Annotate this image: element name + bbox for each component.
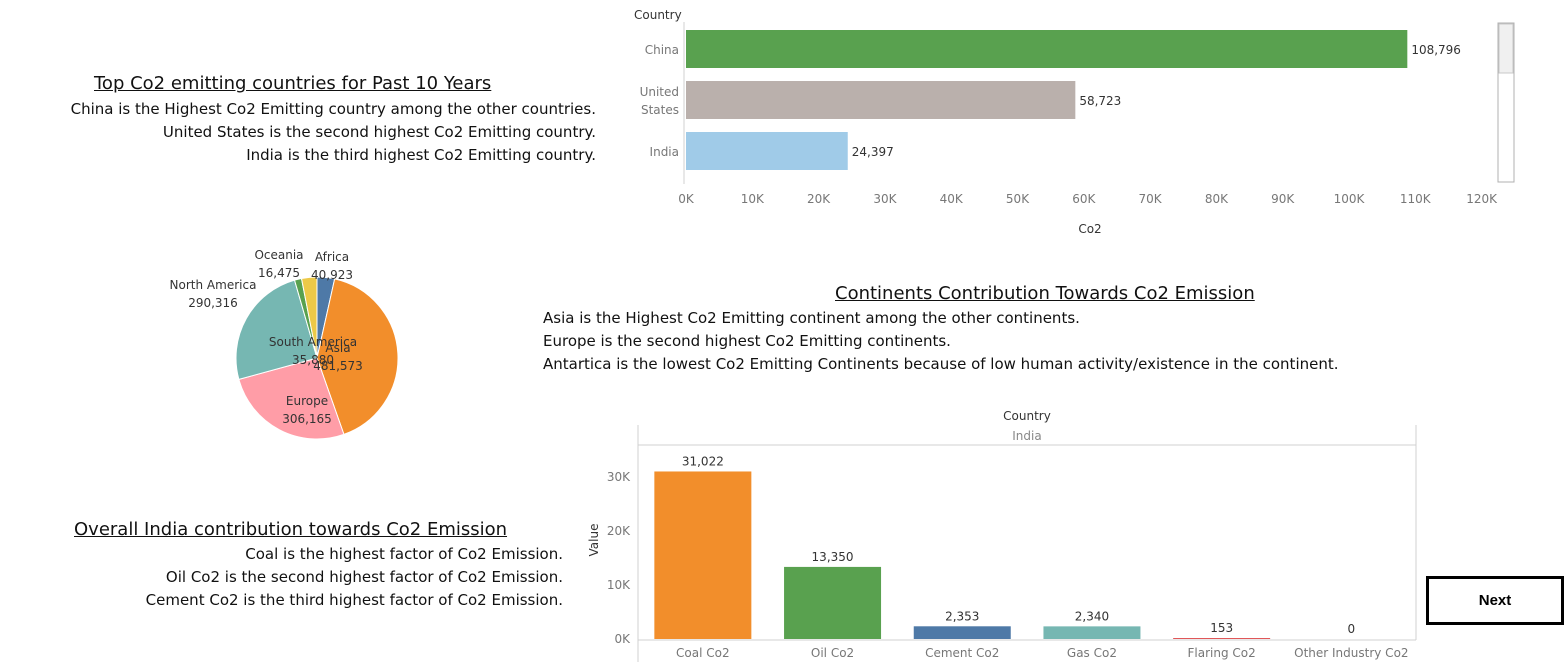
top-countries-line-1: China is the Highest Co2 Emitting countr… [70, 100, 596, 118]
pie-label-north-america: North America 290,316 [170, 278, 257, 310]
country-label-united-states: United States [640, 85, 679, 117]
india-bar-gas-co2 [1043, 626, 1141, 639]
india-category-gas-co2: Gas Co2 [1067, 646, 1117, 660]
india-value-cement-co2: 2,353 [945, 609, 979, 623]
country-value-china: 108,796 [1411, 43, 1461, 57]
countries-x-tick: 0K [678, 192, 695, 206]
pie-slice-south-america [300, 276, 318, 359]
countries-x-tick: 90K [1271, 192, 1295, 206]
india-bar-oil-co2 [784, 566, 882, 639]
pie-label-africa: Africa 40,923 [311, 250, 353, 282]
countries-x-tick: 70K [1139, 192, 1163, 206]
next-button[interactable]: Next [1426, 576, 1564, 625]
country-value-india: 24,397 [852, 145, 894, 159]
india-category-coal-co2: Coal Co2 [676, 646, 730, 660]
countries-x-tick: 120K [1466, 192, 1498, 206]
india-bar-cement-co2 [913, 626, 1011, 639]
india-value-flaring-co2: 153 [1210, 621, 1233, 635]
countries-x-tick: 30K [873, 192, 897, 206]
india-y-tick: 0K [614, 632, 631, 646]
india-y-tick: 20K [607, 524, 631, 538]
countries-x-axis-title: Co2 [1078, 222, 1101, 236]
top-countries-heading: Top Co2 emitting countries for Past 10 Y… [94, 73, 492, 94]
country-bar-united-states [686, 81, 1076, 119]
pie-label-europe: Europe 306,165 [282, 394, 332, 426]
india-value-coal-co2: 31,022 [682, 454, 724, 468]
india-value-gas-co2: 2,340 [1075, 609, 1109, 623]
india-value-other-industry-co2: 0 [1348, 622, 1356, 636]
countries-scrollbar-thumb[interactable] [1498, 23, 1514, 74]
countries-x-tick: 50K [1006, 192, 1030, 206]
pie-slice-north-america [235, 279, 318, 381]
countries-x-tick: 100K [1334, 192, 1366, 206]
continents-line-3: Antartica is the lowest Co2 Emitting Con… [543, 355, 1339, 373]
india-bar-coal-co2 [654, 471, 752, 639]
india-header-subtitle: India [1012, 429, 1041, 443]
india-line-2: Oil Co2 is the second highest factor of … [165, 568, 563, 586]
countries-y-axis-title: Country [634, 8, 682, 22]
top-countries-line-2: United States is the second highest Co2 … [162, 123, 596, 141]
continents-line-1: Asia is the Highest Co2 Emitting contine… [543, 309, 1080, 327]
india-category-flaring-co2: Flaring Co2 [1188, 646, 1256, 660]
india-category-cement-co2: Cement Co2 [925, 646, 999, 660]
india-bar-flaring-co2 [1173, 638, 1271, 639]
country-label-india: India [650, 145, 679, 159]
india-line-3: Cement Co2 is the third highest factor o… [145, 591, 563, 609]
countries-x-tick: 20K [807, 192, 831, 206]
country-label-china: China [645, 43, 679, 57]
pie-label-south-america: South America 35,880 [269, 335, 357, 367]
countries-x-tick: 80K [1205, 192, 1229, 206]
continents-heading: Continents Contribution Towards Co2 Emis… [835, 283, 1255, 304]
countries-x-tick: 110K [1400, 192, 1432, 206]
countries-x-tick: 60K [1072, 192, 1096, 206]
india-line-1: Coal is the highest factor of Co2 Emissi… [245, 545, 563, 563]
pie-slice-asia [316, 278, 399, 436]
countries-x-tick: 40K [940, 192, 964, 206]
india-heading: Overall India contribution towards Co2 E… [74, 519, 508, 540]
pie-slice-europe [238, 357, 345, 440]
country-value-united-states: 58,723 [1079, 94, 1121, 108]
top-countries-line-3: India is the third highest Co2 Emitting … [246, 146, 596, 164]
continents-line-2: Europe is the second highest Co2 Emittin… [543, 332, 951, 350]
india-header-title: Country [1003, 409, 1051, 423]
india-value-oil-co2: 13,350 [812, 550, 854, 564]
india-category-oil-co2: Oil Co2 [811, 646, 854, 660]
india-y-tick: 10K [607, 578, 631, 592]
country-bar-india [686, 132, 848, 170]
india-category-other-industry-co2: Other Industry Co2 [1294, 646, 1408, 660]
pie-label-asia: Asia 481,573 [313, 341, 363, 373]
pie-label-oceania: Oceania 16,475 [254, 248, 303, 280]
country-bar-china [686, 30, 1408, 68]
india-y-axis-title: Value [587, 524, 601, 557]
countries-x-tick: 10K [741, 192, 765, 206]
india-y-tick: 30K [607, 470, 631, 484]
